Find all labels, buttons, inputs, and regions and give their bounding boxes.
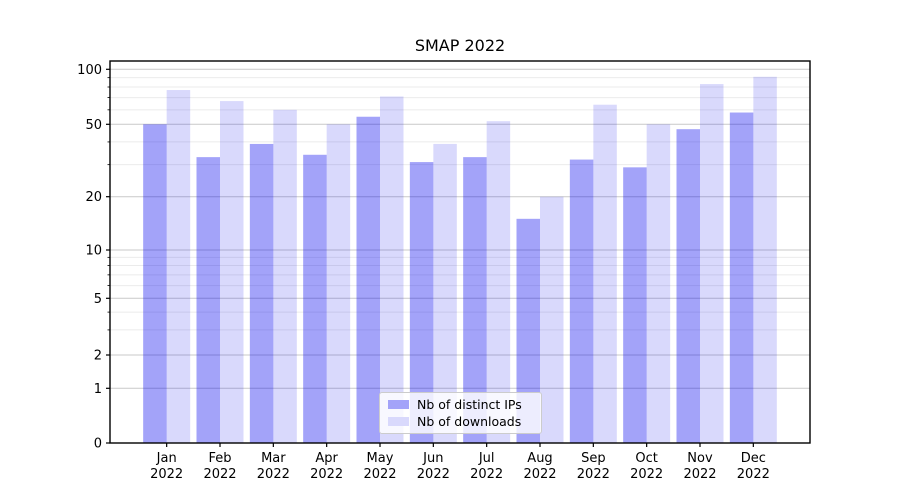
legend-label-downloads: Nb of downloads xyxy=(417,413,522,429)
x-tick-label-year: 2022 xyxy=(523,467,556,482)
y-tick-label: 100 xyxy=(77,63,102,78)
bar-apr-distinct-ips xyxy=(303,154,327,443)
bar-sep-downloads xyxy=(593,104,617,443)
x-tick-label-year: 2022 xyxy=(737,467,770,482)
x-tick-label-month: Nov xyxy=(687,451,713,466)
bar-jun-distinct-ips xyxy=(409,162,434,443)
bar-oct-distinct-ips xyxy=(623,167,647,444)
x-tick-label-year: 2022 xyxy=(577,467,610,482)
bar-mar-distinct-ips xyxy=(249,143,274,443)
legend: Nb of distinct IPs Nb of downloads xyxy=(379,392,542,434)
x-tick-label-year: 2022 xyxy=(683,467,716,482)
y-tick-label: 2 xyxy=(94,349,102,364)
axes-border xyxy=(109,60,811,444)
x-tick-label-year: 2022 xyxy=(203,467,236,482)
legend-swatch-distinct-ips-icon xyxy=(388,400,409,410)
bar-feb-distinct-ips xyxy=(196,157,221,443)
x-tick-label-year: 2022 xyxy=(150,467,183,482)
bar-dec-downloads xyxy=(753,76,777,443)
x-tick-label-year: 2022 xyxy=(363,467,396,482)
bar-jul-downloads xyxy=(486,121,511,444)
bar-jan-downloads xyxy=(166,90,191,444)
legend-item-distinct-ips: Nb of distinct IPs xyxy=(388,397,533,412)
chart-title: SMAP 2022 xyxy=(414,36,506,55)
x-tick-label-month: Jun xyxy=(422,451,443,466)
bar-nov-distinct-ips xyxy=(676,129,700,444)
x-tick-label-year: 2022 xyxy=(630,467,663,482)
x-tick-label-month: May xyxy=(367,451,394,466)
bar-aug-downloads xyxy=(539,196,564,443)
bar-may-downloads xyxy=(380,96,404,443)
bar-jul-distinct-ips xyxy=(463,157,487,443)
x-tick-label-month: Jul xyxy=(478,451,495,466)
bar-feb-downloads xyxy=(220,101,244,444)
bar-mar-downloads xyxy=(273,109,297,444)
x-tick-label-month: Oct xyxy=(635,451,657,466)
bar-apr-downloads xyxy=(326,124,351,444)
bar-aug-distinct-ips xyxy=(516,218,540,443)
y-tick-label: 5 xyxy=(94,292,102,307)
legend-item-downloads: Nb of downloads xyxy=(388,414,533,429)
x-tick-label-month: Dec xyxy=(741,451,766,466)
y-tick-label: 20 xyxy=(85,190,102,205)
x-tick-label-month: Aug xyxy=(527,451,552,466)
y-tick-label: 1 xyxy=(94,382,102,397)
bar-sep-distinct-ips xyxy=(569,159,594,443)
legend-swatch-downloads-icon xyxy=(388,416,409,426)
x-tick-label-year: 2022 xyxy=(257,467,290,482)
bar-oct-downloads xyxy=(646,124,671,444)
x-tick-label-month: Sep xyxy=(581,451,606,466)
bar-dec-distinct-ips xyxy=(729,112,754,443)
legend-label-distinct-ips: Nb of distinct IPs xyxy=(417,397,522,413)
bar-may-distinct-ips xyxy=(356,116,381,443)
x-tick-label-month: Apr xyxy=(315,451,338,466)
bar-jun-downloads xyxy=(433,143,457,443)
y-tick-label: 10 xyxy=(85,244,102,259)
x-tick-label-year: 2022 xyxy=(470,467,503,482)
x-tick-label-month: Jan xyxy=(156,451,177,466)
x-tick-label-year: 2022 xyxy=(310,467,343,482)
bar-jan-distinct-ips xyxy=(143,124,167,444)
x-tick-label-month: Feb xyxy=(208,451,231,466)
bar-nov-downloads xyxy=(699,84,724,443)
y-tick-label: 0 xyxy=(94,437,102,452)
x-tick-label-year: 2022 xyxy=(417,467,450,482)
y-tick-label: 50 xyxy=(85,118,102,133)
x-tick-label-month: Mar xyxy=(261,451,286,466)
